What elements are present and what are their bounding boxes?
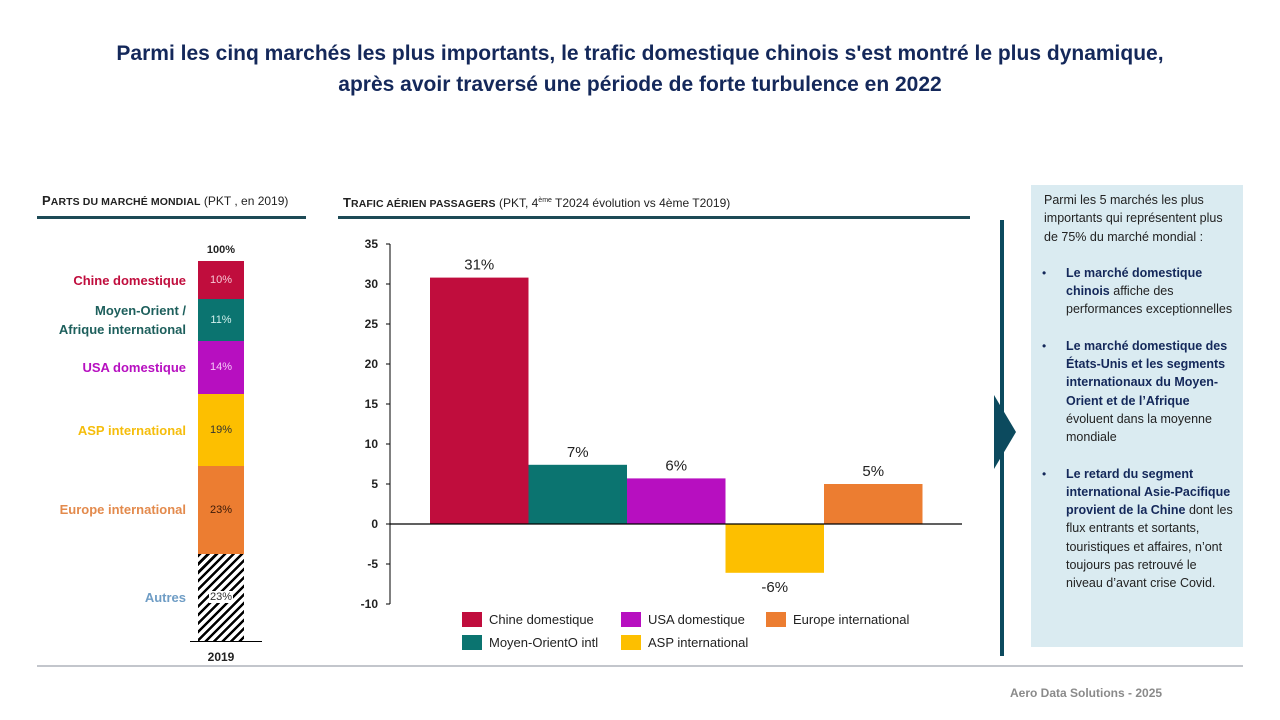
data-label: 5% bbox=[862, 463, 884, 480]
traffic-bar-chart: 35 30 25 20 15 10 5 0 -5 -10 31% 7% 6% -6% 5% Chine dom… bbox=[361, 237, 962, 650]
heading-initial: T bbox=[343, 195, 352, 210]
y-tick-label: 15 bbox=[365, 397, 379, 411]
y-tick-label: 20 bbox=[365, 357, 379, 371]
panel-bullet: • Le marché domestique chinois affiche de… bbox=[1042, 264, 1235, 319]
bullet-bold-text: Le marché domestique des États-Unis et l… bbox=[1066, 338, 1228, 408]
stack-segment: 19% bbox=[198, 394, 244, 467]
page-title-line-2: après avoir traversé une période de fort… bbox=[338, 73, 942, 96]
stack-segment-value: 11% bbox=[210, 313, 232, 326]
stack-segment-value: 14% bbox=[209, 361, 233, 374]
y-tick-label: 35 bbox=[365, 237, 379, 251]
market-share-heading: Parts du marché mondial (PKT , en 2019) bbox=[42, 193, 288, 208]
bullet-bold-text: Le marché domestique chinois bbox=[1066, 265, 1203, 299]
stack-year-label: 2019 bbox=[207, 650, 235, 664]
data-label: 31% bbox=[464, 257, 494, 274]
stack-baseline bbox=[190, 641, 262, 642]
bullet-text: dont les flux entrants et sortants, tour… bbox=[1066, 503, 1233, 591]
panel-bullet: • Le retard du segment international Asie… bbox=[1042, 465, 1235, 593]
stack-segment-value: 19% bbox=[209, 424, 233, 437]
data-label: -6% bbox=[761, 579, 788, 596]
bullet-icon: • bbox=[1042, 338, 1047, 353]
y-tick-label: 25 bbox=[365, 317, 379, 331]
data-label: 6% bbox=[665, 457, 687, 474]
traffic-heading: Trafic aérien passagers (PKT, 4ème T2024… bbox=[343, 195, 730, 210]
chevron-right-icon bbox=[994, 395, 1016, 469]
heading-smallcaps: arts du marché mondial bbox=[50, 196, 201, 208]
bullet-bold-text: Le retard du segment international Asie-… bbox=[1066, 466, 1231, 518]
y-tick-label: 0 bbox=[371, 517, 378, 531]
data-label: 7% bbox=[567, 444, 589, 461]
legend-label: USA domestique bbox=[648, 612, 745, 627]
legend-label: Europe international bbox=[793, 612, 909, 627]
legend-swatch bbox=[766, 612, 786, 627]
heading-subtitle: (PKT , en 2019) bbox=[200, 194, 289, 208]
legend-swatch bbox=[621, 612, 641, 627]
stack-segment: 14% bbox=[198, 340, 244, 394]
stack-segment-label: ASP international bbox=[77, 422, 186, 438]
stack-segment-label: Moyen-Orient / Afrique international bbox=[58, 302, 186, 337]
legend-label: Chine domestique bbox=[489, 612, 594, 627]
stack-segment-value: 23% bbox=[208, 591, 234, 604]
panel-bullet: • Le marché domestique des États-Unis et … bbox=[1042, 337, 1235, 447]
stack-segment-label: Autres bbox=[144, 589, 186, 605]
heading-subtitle-b: T2024 évolution vs 4ème T2019) bbox=[551, 196, 731, 210]
stack-segment: 11% bbox=[198, 299, 244, 341]
stack-segment-value: 23% bbox=[209, 503, 233, 516]
insight-panel: Parmi les 5 marchés les plus importants … bbox=[1031, 185, 1243, 647]
bullet-icon: • bbox=[1042, 265, 1047, 280]
panel-intro: Parmi les 5 marchés les plus importants … bbox=[1044, 193, 1223, 244]
stack-segment-label: USA domestique bbox=[82, 359, 186, 375]
panel-bullets: • Le marché domestique chinois affiche de… bbox=[1042, 264, 1235, 593]
heading-initial: P bbox=[42, 193, 51, 208]
y-tick-label: -5 bbox=[367, 557, 378, 571]
legend-swatch bbox=[621, 635, 641, 650]
legend-swatch bbox=[462, 635, 482, 650]
bar bbox=[430, 277, 529, 524]
bullet-text: évoluent dans la moyenne mondiale bbox=[1066, 411, 1212, 445]
footer-credit: Aero Data Solutions - 2025 bbox=[1010, 686, 1163, 700]
bar bbox=[725, 524, 824, 573]
stack-segment: 23% bbox=[198, 466, 244, 554]
traffic-rule bbox=[338, 216, 970, 219]
bar bbox=[824, 484, 923, 524]
bullet-icon: • bbox=[1042, 466, 1047, 481]
y-tick-label: -10 bbox=[361, 597, 379, 611]
stack-segment: 10% bbox=[198, 261, 244, 299]
y-tick-label: 30 bbox=[365, 277, 379, 291]
bar bbox=[627, 478, 726, 524]
stack-segment: 23% bbox=[198, 553, 244, 641]
y-tick-label: 10 bbox=[365, 437, 379, 451]
y-tick-label: 5 bbox=[371, 477, 378, 491]
stack-segment-value: 10% bbox=[209, 274, 233, 286]
stack-segment-label: Europe international bbox=[59, 502, 186, 518]
bar bbox=[528, 464, 627, 524]
heading-superscript: ème bbox=[538, 197, 552, 204]
legend-swatch bbox=[462, 612, 482, 627]
page-title: Parmi les cinq marchés les plus importan… bbox=[0, 38, 1280, 100]
footer-rule bbox=[37, 665, 1243, 667]
stack-total-label: 100% bbox=[206, 244, 236, 256]
legend-label: Moyen-OrientO intl bbox=[489, 635, 598, 650]
page-title-line-1: Parmi les cinq marchés les plus importan… bbox=[116, 42, 1164, 65]
stack-segment-label: Chine domestique bbox=[73, 272, 186, 288]
bullet-text: affiche des performances exceptionnelles bbox=[1066, 284, 1233, 317]
heading-subtitle-a: (PKT, 4 bbox=[495, 196, 539, 210]
heading-smallcaps: rafic aérien passagers bbox=[351, 198, 496, 210]
legend-label: ASP international bbox=[648, 635, 748, 650]
market-share-rule bbox=[37, 216, 306, 219]
